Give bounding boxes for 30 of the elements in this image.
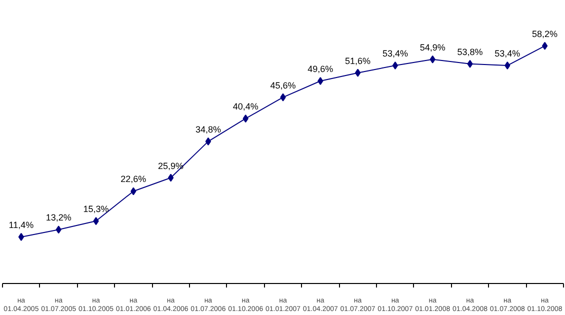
point: [504, 61, 510, 70]
point: [56, 226, 62, 234]
point: [392, 61, 398, 70]
point: [430, 55, 436, 64]
point: [542, 42, 548, 50]
data-label: 58,2%: [532, 28, 558, 39]
data-label: 13,2%: [46, 212, 72, 223]
data-label: 40,4%: [232, 102, 258, 112]
data-label: 15,3%: [83, 204, 109, 214]
point: [93, 217, 99, 226]
point: [168, 174, 174, 182]
data-label: 53,4%: [382, 48, 408, 58]
point: [18, 232, 24, 241]
point: [280, 93, 286, 102]
data-label: 11,4%: [8, 220, 34, 230]
data-label: 51,6%: [345, 56, 371, 66]
data-label: 25,9%: [158, 160, 184, 171]
data-label: 49,6%: [308, 64, 334, 74]
point: [354, 68, 361, 77]
data-label: 53,8%: [457, 46, 483, 57]
point: [242, 114, 248, 123]
point: [318, 77, 324, 86]
data-label: 45,6%: [270, 80, 296, 90]
point: [467, 60, 473, 68]
point: [130, 187, 136, 196]
data-label: 34,8%: [195, 124, 221, 134]
data-label: 22,6%: [120, 174, 146, 184]
data-label: 54,9%: [420, 42, 446, 52]
point: [205, 137, 212, 146]
data-label: 53,4%: [494, 48, 520, 58]
